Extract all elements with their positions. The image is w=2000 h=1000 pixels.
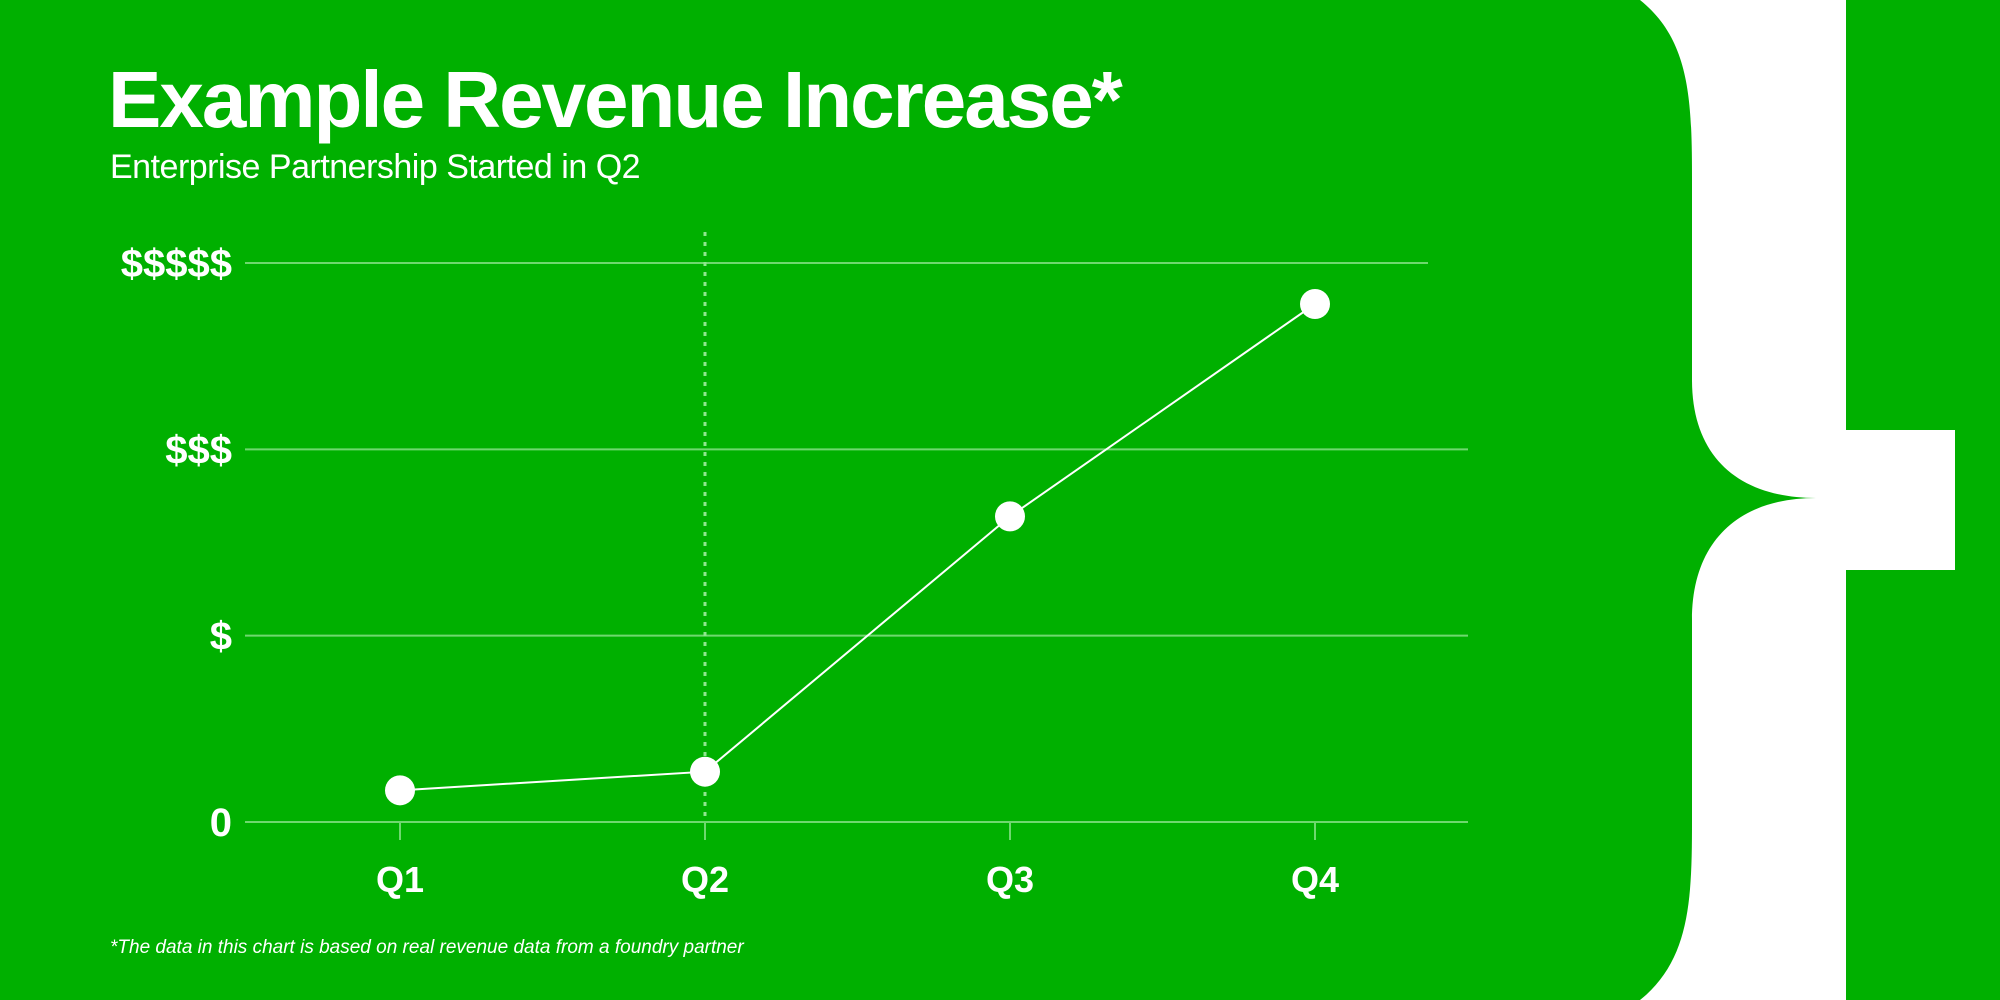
chart-title: Example Revenue Increase*: [108, 55, 1123, 144]
data-point: [995, 501, 1025, 532]
data-point: [1300, 288, 1330, 319]
x-tick-label: Q4: [1291, 859, 1339, 900]
data-point: [690, 756, 720, 787]
y-tick-label: 0: [210, 801, 232, 845]
y-tick-label: $: [210, 615, 232, 659]
y-tick-label: $$$: [165, 428, 232, 472]
chart-footnote: *The data in this chart is based on real…: [110, 937, 744, 958]
data-point: [385, 775, 415, 806]
x-tick-label: Q3: [986, 859, 1034, 900]
chart-subtitle: Enterprise Partnership Started in Q2: [110, 148, 641, 186]
y-tick-label: $$$$$: [121, 242, 232, 286]
x-tick-label: Q2: [681, 859, 729, 900]
x-tick-label: Q1: [376, 859, 424, 900]
series-line: [399, 303, 1316, 792]
